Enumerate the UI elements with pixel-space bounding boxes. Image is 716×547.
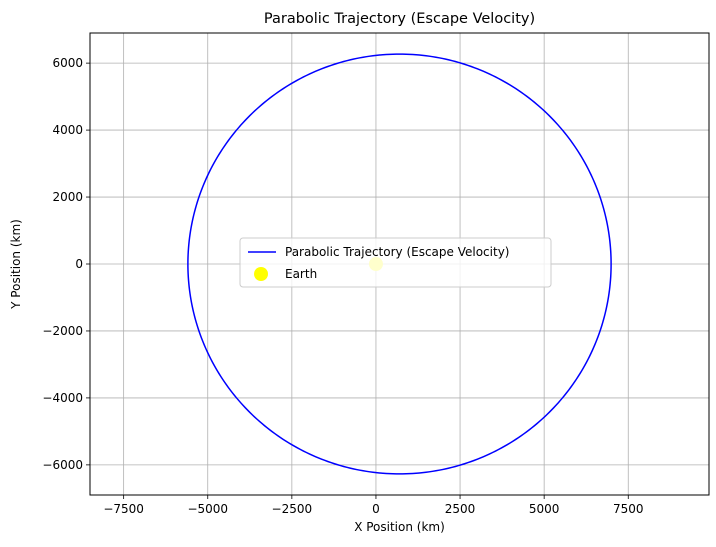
y-tick-label: 2000 <box>52 190 83 204</box>
x-tick-label: 0 <box>372 502 380 516</box>
legend-label: Parabolic Trajectory (Escape Velocity) <box>285 245 509 259</box>
y-tick-label: −4000 <box>42 391 83 405</box>
x-tick-label: −5000 <box>187 502 228 516</box>
y-tick-label: 0 <box>75 257 83 271</box>
legend: Parabolic Trajectory (Escape Velocity) Ea… <box>239 237 552 288</box>
chart-title: Parabolic Trajectory (Escape Velocity) <box>264 11 535 27</box>
y-tick-label: 4000 <box>52 123 83 137</box>
legend-marker-swatch <box>254 267 268 281</box>
x-tick-label: −2500 <box>272 502 313 516</box>
x-axis-ticks: −7500 −5000 −2500 0 2500 5000 7500 <box>103 495 644 516</box>
x-tick-label: −7500 <box>103 502 144 516</box>
y-tick-label: −6000 <box>42 458 83 472</box>
x-tick-label: 7500 <box>613 502 644 516</box>
trajectory-line <box>187 53 612 475</box>
y-axis-label: Y Position (km) <box>9 219 23 310</box>
x-tick-label: 5000 <box>529 502 560 516</box>
x-tick-label: 2500 <box>445 502 476 516</box>
y-tick-label: −2000 <box>42 324 83 338</box>
legend-box <box>239 237 552 288</box>
x-axis-label: X Position (km) <box>354 520 445 534</box>
legend-label: Earth <box>285 267 317 281</box>
y-axis-ticks: −6000 −4000 −2000 0 2000 4000 6000 <box>42 56 90 472</box>
y-tick-label: 6000 <box>52 56 83 70</box>
